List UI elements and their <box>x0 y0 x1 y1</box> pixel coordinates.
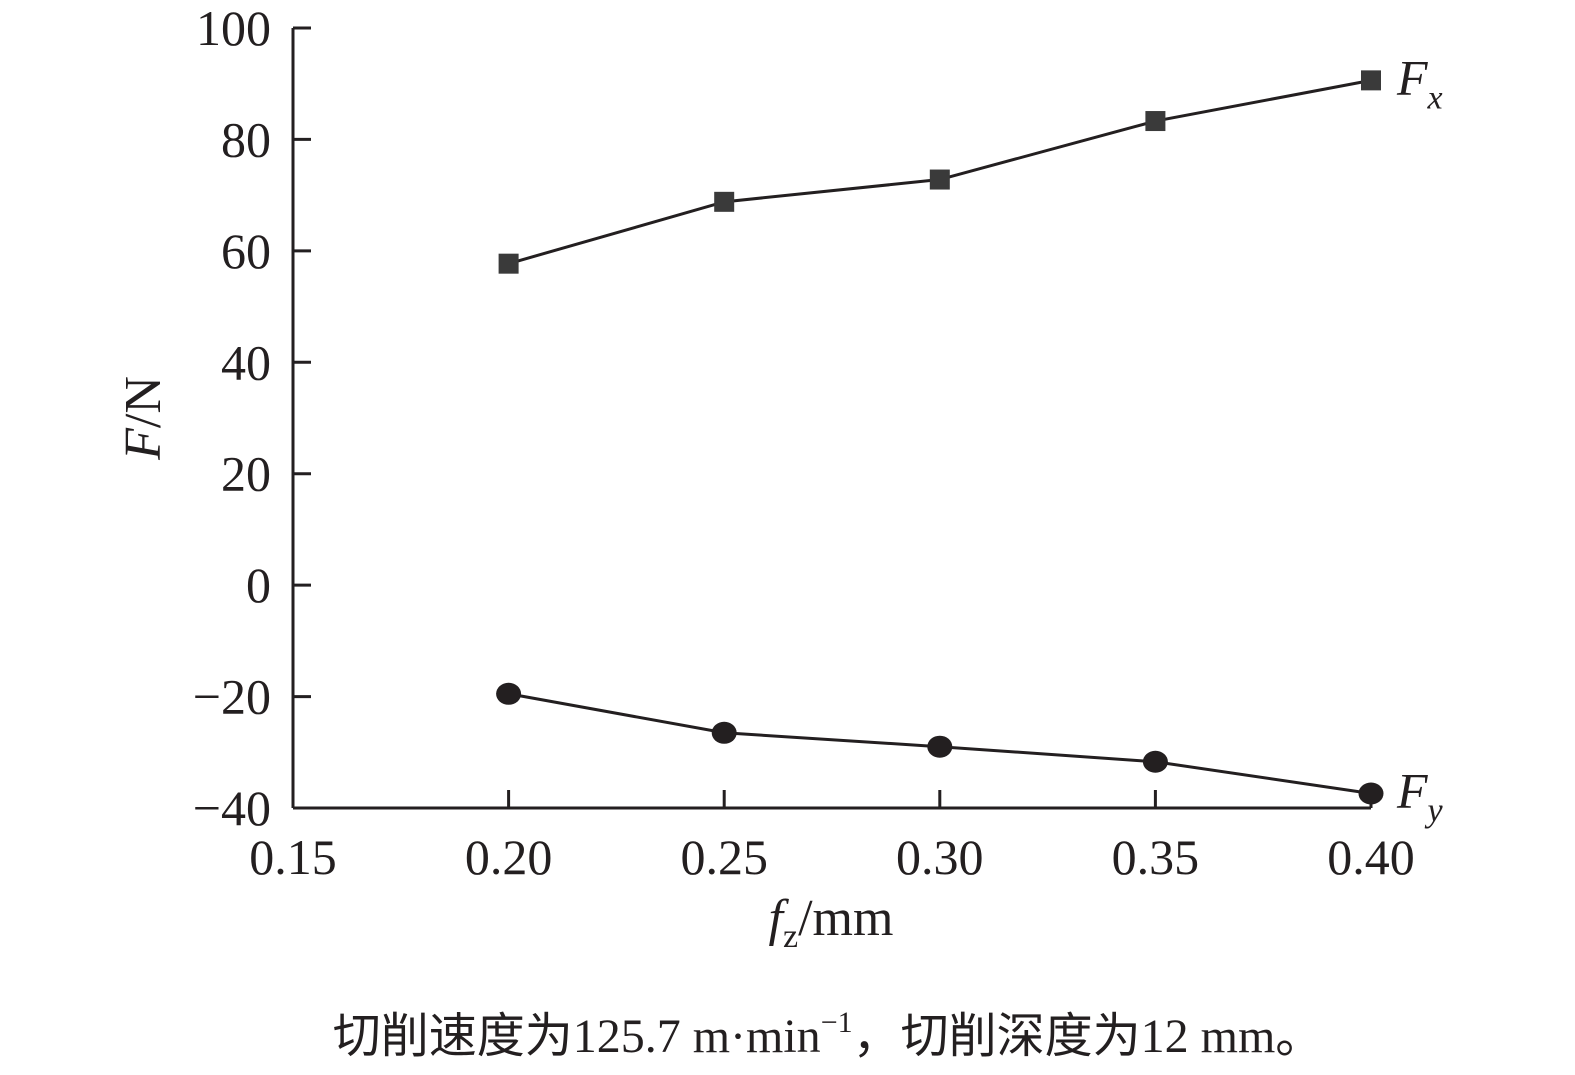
y-tick-label: 40 <box>221 334 271 390</box>
y-tick-label: 0 <box>246 557 271 613</box>
series-label-F_x: Fx <box>1396 49 1443 116</box>
data-point-F_x <box>1145 111 1166 132</box>
y-tick-label: −40 <box>193 780 271 836</box>
series: Fx Fy <box>496 49 1444 830</box>
data-point-F_y <box>496 682 522 705</box>
y-tick-label: 60 <box>221 223 271 279</box>
x-tick-label: 0.40 <box>1327 829 1415 885</box>
data-point-F_y <box>1358 782 1384 805</box>
data-point-F_x <box>1361 70 1381 91</box>
ticks: 100 80 60 40 20 0 −20 −400.15 0.20 0.25 0.30 0.35 0.… <box>193 0 1415 885</box>
x-tick-label: 0.20 <box>465 829 553 885</box>
data-point-F_y <box>927 735 953 758</box>
y-tick-label: −20 <box>193 669 271 725</box>
y-tick-label: 100 <box>196 0 271 56</box>
data-point-F_x <box>714 191 735 212</box>
y-axis-label: F/N <box>115 376 172 461</box>
labels: fz/mm F/N <box>115 376 893 955</box>
data-point-F_y <box>1142 750 1168 773</box>
x-tick-label: 0.35 <box>1112 829 1200 885</box>
data-point-F_x <box>498 253 519 274</box>
data-point-F_y <box>711 721 737 744</box>
axes <box>291 28 1371 810</box>
y-tick-label: 80 <box>221 111 271 167</box>
x-tick-label: 0.25 <box>680 829 768 885</box>
figure-caption: 切削速度为125.7 m·min−1，切削深度为12 mm。 <box>333 1006 1324 1063</box>
x-tick-label: 0.15 <box>249 829 337 885</box>
x-axis-label: fz/mm <box>769 890 894 955</box>
x-tick-label: 0.30 <box>896 829 984 885</box>
y-tick-label: 20 <box>221 446 271 502</box>
data-point-F_x <box>929 169 950 190</box>
series-label-F_y: Fy <box>1396 763 1444 830</box>
